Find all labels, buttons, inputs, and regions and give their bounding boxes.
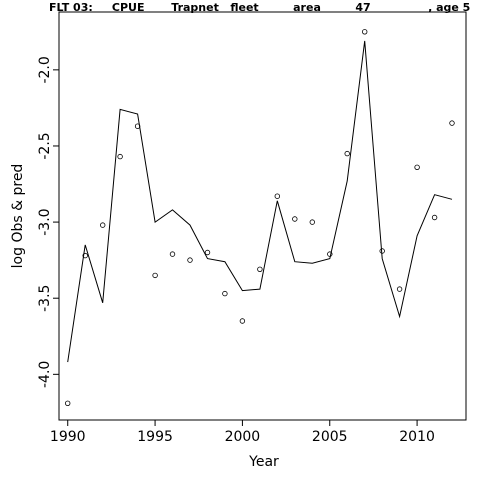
observed-point xyxy=(82,252,88,259)
observed-point xyxy=(414,164,420,170)
x-axis: 1990 1995 2000 2005 2010 xyxy=(50,420,435,445)
observed-point xyxy=(362,29,368,35)
x-tick-label: 1995 xyxy=(137,429,173,445)
x-tick-label: 2010 xyxy=(399,429,435,445)
observed-point xyxy=(396,286,403,292)
y-axis-label: log Obs & pred xyxy=(10,164,26,269)
observed-point xyxy=(64,400,71,406)
observed-point xyxy=(309,219,315,225)
y-tick-label: -2.5 xyxy=(37,132,53,159)
observed-point xyxy=(187,257,193,263)
y-tick-label: -3.0 xyxy=(37,208,53,235)
y-tick-label: -3.5 xyxy=(37,285,53,312)
observed-point xyxy=(431,214,438,221)
observed-point xyxy=(99,222,106,228)
observed-point xyxy=(449,120,455,126)
x-tick-label: 1990 xyxy=(50,429,86,445)
observed-point xyxy=(169,251,176,257)
x-tick-label: 2005 xyxy=(312,429,348,445)
x-axis-label: Year xyxy=(248,454,279,470)
observed-point xyxy=(204,249,211,256)
y-tick-label: -4.0 xyxy=(37,361,53,388)
observed-point xyxy=(239,318,246,324)
observed-point xyxy=(344,150,350,157)
predicted-line xyxy=(67,40,453,363)
observed-point xyxy=(257,266,263,272)
plot-frame xyxy=(58,11,467,421)
y-tick-label: -2.0 xyxy=(37,56,53,83)
observed-point xyxy=(274,193,280,199)
observed-point xyxy=(292,216,298,222)
x-tick-label: 2000 xyxy=(225,429,261,445)
observed-point xyxy=(117,153,123,160)
observed-point xyxy=(152,272,158,279)
y-axis: -4.0 -3.5 -3.0 -2.5 -2.0 xyxy=(37,56,59,388)
observed-point xyxy=(222,290,228,297)
chart-title: FLT 03: CPUE Trapnet fleet area 47 , age… xyxy=(49,1,470,14)
plot-area xyxy=(64,29,455,406)
